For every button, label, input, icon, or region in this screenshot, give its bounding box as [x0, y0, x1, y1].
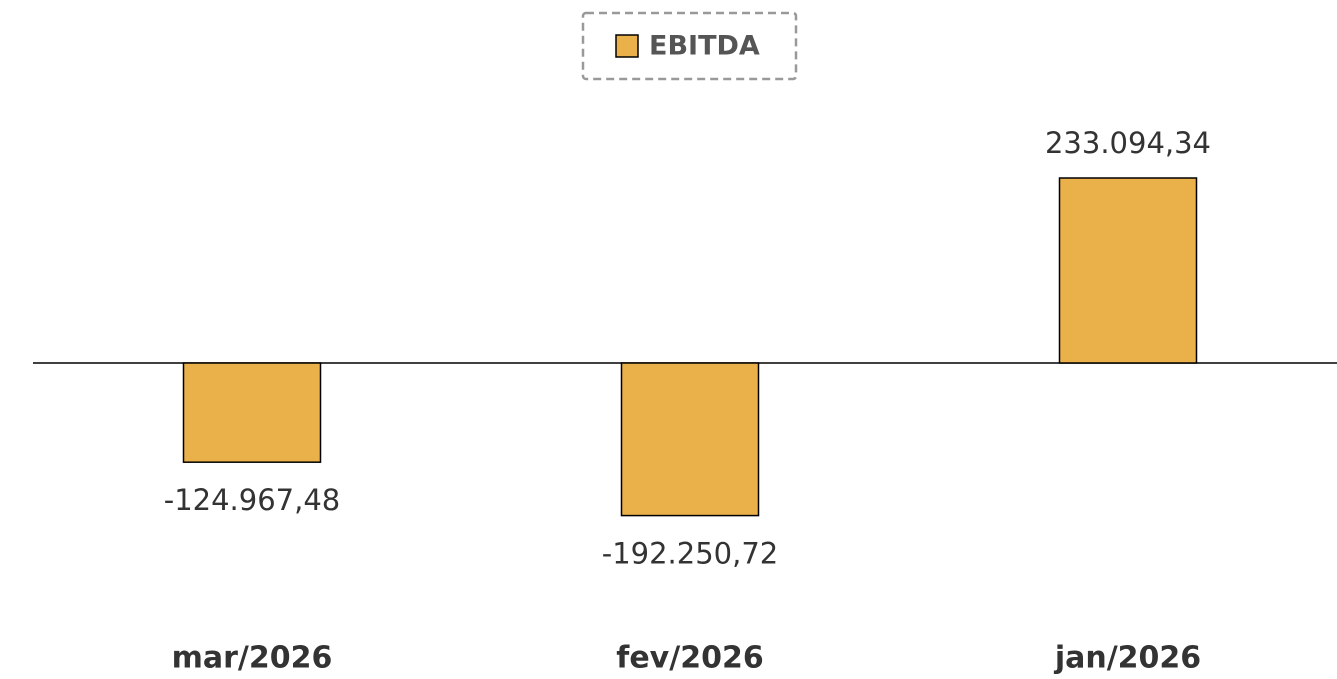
x-tick-label: fev/2026 [616, 641, 763, 676]
x-tick-label: mar/2026 [172, 641, 333, 676]
legend-swatch [615, 34, 639, 58]
value-label: -124.967,48 [164, 483, 341, 517]
bar [1058, 177, 1198, 364]
value-label: 233.094,34 [1045, 126, 1211, 160]
bar [182, 362, 322, 463]
legend-label: EBITDA [649, 31, 760, 62]
legend-box [581, 11, 798, 81]
value-label: -192.250,72 [602, 537, 779, 571]
bar [620, 362, 760, 517]
x-tick-label: jan/2026 [1054, 641, 1201, 676]
